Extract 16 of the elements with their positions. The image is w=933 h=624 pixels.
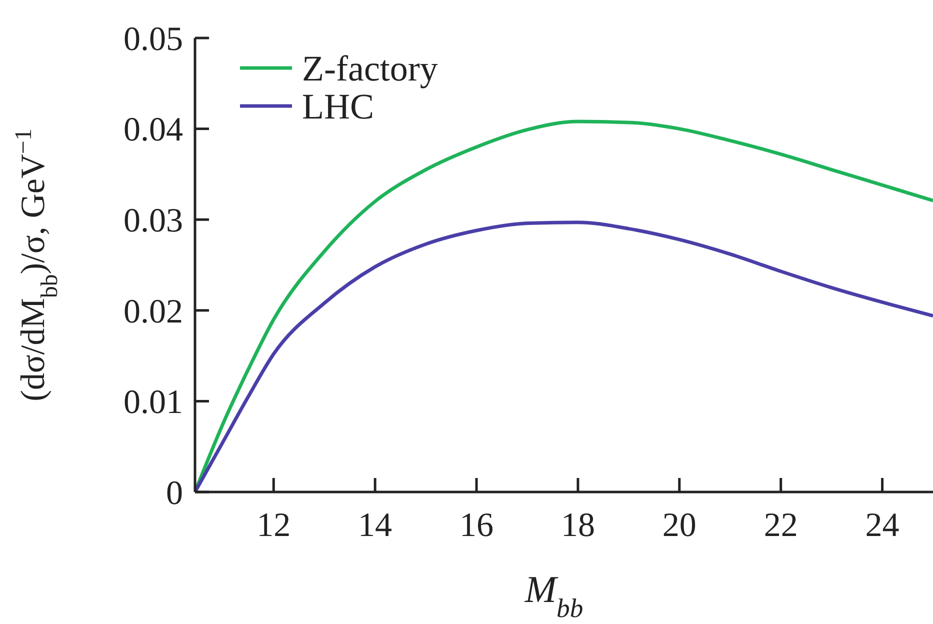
y-tick-label: 0.04	[124, 112, 183, 149]
x-tick-label: 22	[764, 507, 798, 544]
y-tick-label: 0.03	[124, 202, 183, 240]
x-axis-title: M$_{bb}$	[524, 569, 584, 623]
legend-label: LHC	[302, 86, 374, 127]
x-tick-label: 12	[256, 507, 291, 544]
x-tick-label: 16	[460, 507, 494, 544]
y-tick-label: 0.02	[124, 293, 183, 330]
x-tick-label: 20	[662, 507, 696, 544]
x-tick-label: 14	[358, 507, 392, 544]
y-tick-label: 0.05	[124, 20, 183, 58]
x-tick-label: 18	[560, 507, 595, 544]
y-tick-label: 0	[166, 474, 183, 512]
legend-label: Z-factory	[302, 48, 438, 89]
x-tick-label: 24	[865, 507, 900, 544]
y-tick-label: 0.01	[124, 384, 183, 422]
